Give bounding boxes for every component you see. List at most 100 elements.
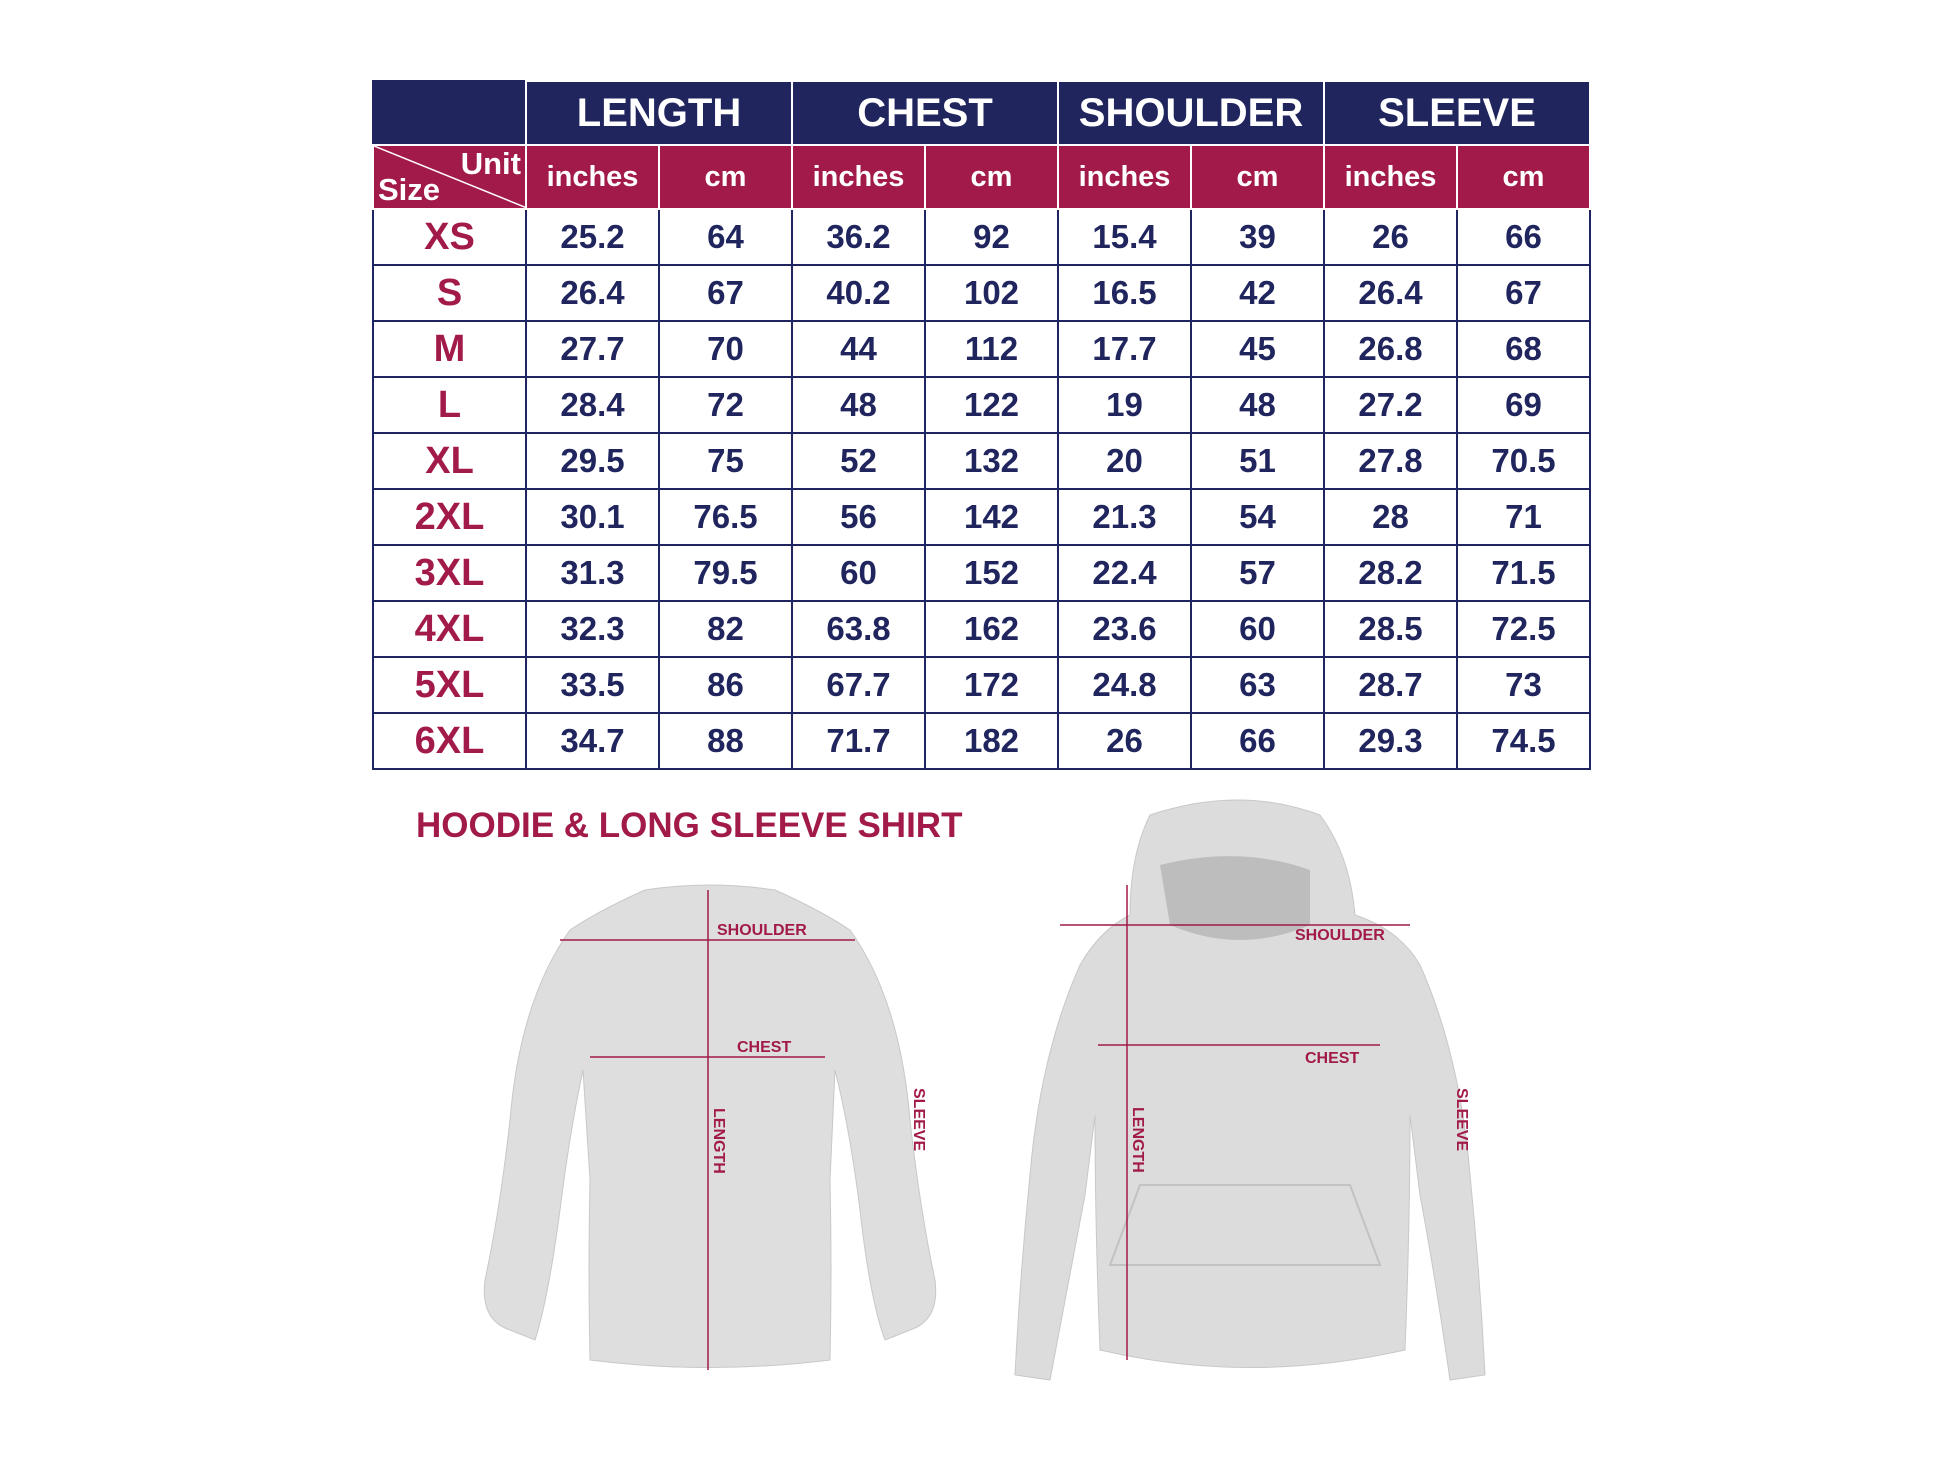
value-cell: 54 xyxy=(1190,488,1325,546)
unit-header: inches xyxy=(1323,144,1458,210)
corner-size-unit: Unit Size xyxy=(372,144,527,210)
unit-label: Unit xyxy=(460,146,521,181)
table-row: XL 29.5 75 52 132 20 51 27.8 70.5 xyxy=(372,432,1591,490)
value-cell: 21.3 xyxy=(1057,488,1192,546)
size-cell: S xyxy=(372,264,527,322)
unit-header: cm xyxy=(658,144,793,210)
value-cell: 16.5 xyxy=(1057,264,1192,322)
hoodie-diagram: SHOULDER CHEST LENGTH SLEEVE xyxy=(1014,799,1486,1381)
size-chart-table: LENGTH CHEST SHOULDER SLEEVE Unit Size i… xyxy=(372,80,1591,770)
value-cell: 31.3 xyxy=(525,544,660,602)
value-cell: 45 xyxy=(1190,320,1325,378)
shoulder-label: SHOULDER xyxy=(1295,927,1385,944)
header-chest: CHEST xyxy=(791,80,1059,146)
value-cell: 63.8 xyxy=(791,600,926,658)
value-cell: 102 xyxy=(924,264,1059,322)
length-label: LENGTH xyxy=(1129,1107,1146,1173)
unit-header: cm xyxy=(1190,144,1325,210)
table-row: XS 25.2 64 36.2 92 15.4 39 26 66 xyxy=(372,208,1591,266)
unit-header: inches xyxy=(1057,144,1192,210)
value-cell: 28.5 xyxy=(1323,600,1458,658)
value-cell: 28 xyxy=(1323,488,1458,546)
value-cell: 27.7 xyxy=(525,320,660,378)
unit-header: inches xyxy=(791,144,926,210)
value-cell: 44 xyxy=(791,320,926,378)
kangaroo-pocket xyxy=(1108,1184,1382,1266)
unit-header: cm xyxy=(924,144,1059,210)
size-cell: XS xyxy=(372,208,527,266)
diagonal-divider xyxy=(374,146,527,208)
value-cell: 64 xyxy=(658,208,793,266)
value-cell: 75 xyxy=(658,432,793,490)
value-cell: 142 xyxy=(924,488,1059,546)
sweater-shape xyxy=(483,884,937,1368)
value-cell: 76.5 xyxy=(658,488,793,546)
value-cell: 56 xyxy=(791,488,926,546)
value-cell: 48 xyxy=(791,376,926,434)
value-cell: 86 xyxy=(658,656,793,714)
value-cell: 71 xyxy=(1456,488,1591,546)
size-cell: 3XL xyxy=(372,544,527,602)
value-cell: 66 xyxy=(1190,712,1325,770)
value-cell: 26 xyxy=(1057,712,1192,770)
value-cell: 67.7 xyxy=(791,656,926,714)
value-cell: 71.5 xyxy=(1456,544,1591,602)
chest-label: CHEST xyxy=(737,1039,791,1056)
value-cell: 67 xyxy=(658,264,793,322)
size-cell: 6XL xyxy=(372,712,527,770)
hood-opening xyxy=(1160,856,1310,940)
value-cell: 42 xyxy=(1190,264,1325,322)
header-shoulder: SHOULDER xyxy=(1057,80,1325,146)
sleeve-label: SLEEVE xyxy=(1453,1088,1470,1151)
value-cell: 34.7 xyxy=(525,712,660,770)
value-cell: 51 xyxy=(1190,432,1325,490)
value-cell: 71.7 xyxy=(791,712,926,770)
table-row: L 28.4 72 48 122 19 48 27.2 69 xyxy=(372,376,1591,434)
value-cell: 17.7 xyxy=(1057,320,1192,378)
value-cell: 40.2 xyxy=(791,264,926,322)
value-cell: 72.5 xyxy=(1456,600,1591,658)
size-cell: 5XL xyxy=(372,656,527,714)
value-cell: 132 xyxy=(924,432,1059,490)
size-cell: XL xyxy=(372,432,527,490)
value-cell: 27.2 xyxy=(1323,376,1458,434)
value-cell: 30.1 xyxy=(525,488,660,546)
garment-title: HOODIE & LONG SLEEVE SHIRT xyxy=(416,806,963,845)
value-cell: 28.4 xyxy=(525,376,660,434)
value-cell: 70 xyxy=(658,320,793,378)
value-cell: 172 xyxy=(924,656,1059,714)
value-cell: 72 xyxy=(658,376,793,434)
value-cell: 69 xyxy=(1456,376,1591,434)
value-cell: 26.4 xyxy=(1323,264,1458,322)
value-cell: 92 xyxy=(924,208,1059,266)
value-cell: 19 xyxy=(1057,376,1192,434)
value-cell: 22.4 xyxy=(1057,544,1192,602)
value-cell: 28.2 xyxy=(1323,544,1458,602)
value-cell: 28.7 xyxy=(1323,656,1458,714)
value-cell: 70.5 xyxy=(1456,432,1591,490)
value-cell: 66 xyxy=(1456,208,1591,266)
unit-header: cm xyxy=(1456,144,1591,210)
header-sleeve: SLEEVE xyxy=(1323,80,1591,146)
sweater-diagram: SHOULDER CHEST LENGTH SLEEVE xyxy=(483,884,937,1370)
size-cell: 2XL xyxy=(372,488,527,546)
value-cell: 25.2 xyxy=(525,208,660,266)
value-cell: 29.5 xyxy=(525,432,660,490)
value-cell: 39 xyxy=(1190,208,1325,266)
table-row: 6XL 34.7 88 71.7 182 26 66 29.3 74.5 xyxy=(372,712,1591,770)
table-row: 4XL 32.3 82 63.8 162 23.6 60 28.5 72.5 xyxy=(372,600,1591,658)
value-cell: 32.3 xyxy=(525,600,660,658)
size-cell: L xyxy=(372,376,527,434)
value-cell: 26.4 xyxy=(525,264,660,322)
value-cell: 122 xyxy=(924,376,1059,434)
table-row: S 26.4 67 40.2 102 16.5 42 26.4 67 xyxy=(372,264,1591,322)
sleeve-label: SLEEVE xyxy=(910,1088,927,1151)
shoulder-label: SHOULDER xyxy=(717,922,807,939)
table-row: 2XL 30.1 76.5 56 142 21.3 54 28 71 xyxy=(372,488,1591,546)
size-label: Size xyxy=(378,172,441,207)
value-cell: 88 xyxy=(658,712,793,770)
value-cell: 60 xyxy=(1190,600,1325,658)
value-cell: 73 xyxy=(1456,656,1591,714)
value-cell: 33.5 xyxy=(525,656,660,714)
table-row: M 27.7 70 44 112 17.7 45 26.8 68 xyxy=(372,320,1591,378)
